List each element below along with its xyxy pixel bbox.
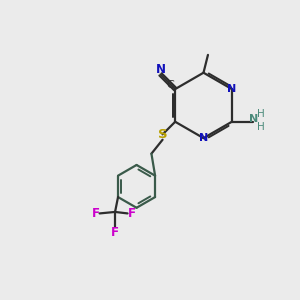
Text: N: N — [227, 84, 236, 94]
Text: H: H — [257, 109, 265, 119]
Text: N: N — [250, 114, 259, 124]
Text: N: N — [199, 133, 208, 143]
Text: C: C — [167, 80, 174, 90]
Text: F: F — [128, 207, 135, 220]
Text: H: H — [257, 122, 265, 132]
Text: S: S — [158, 128, 167, 141]
Text: F: F — [111, 226, 119, 239]
Text: F: F — [92, 207, 100, 220]
Text: N: N — [155, 62, 166, 76]
